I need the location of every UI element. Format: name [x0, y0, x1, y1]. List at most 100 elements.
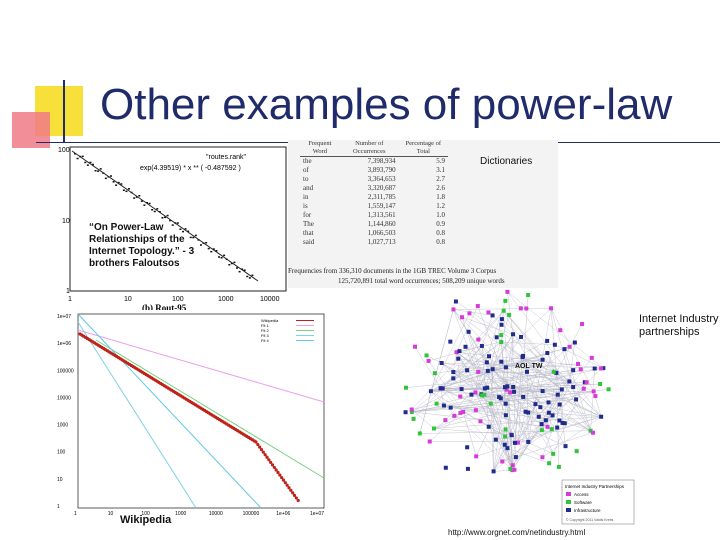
topology-point	[135, 196, 138, 198]
topology-point	[179, 228, 182, 230]
dict-row: for 1,313,561 1.0	[300, 211, 448, 220]
wikipedia-point	[270, 463, 275, 467]
network-label: Internet Industry partnerships	[639, 313, 719, 338]
topology-point	[84, 161, 87, 164]
network-node	[490, 313, 495, 318]
network-node	[482, 386, 487, 391]
network-node	[581, 386, 586, 391]
wikipedia-ytick: 1e+06	[57, 341, 71, 347]
network-edge	[411, 409, 435, 429]
network-node	[536, 414, 541, 419]
network-edge	[492, 369, 494, 472]
network-edge	[462, 334, 514, 413]
network-node	[505, 446, 510, 451]
wikipedia-ytick: 1e+07	[57, 314, 71, 320]
network-node	[484, 360, 489, 365]
wikipedia-legend-entry: Fit 3	[261, 333, 270, 338]
network-edge	[481, 395, 591, 431]
topology-point	[125, 190, 128, 193]
network-node	[451, 376, 456, 381]
wikipedia-ytick: 10000	[57, 395, 71, 401]
network-graph-svg: AOL TW Internet Industry Partnerships Ac…	[403, 289, 635, 525]
network-node	[473, 390, 478, 395]
network-edge	[481, 336, 522, 395]
dict-percent: 0.8	[436, 229, 445, 237]
topology-point	[138, 195, 141, 197]
network-node	[427, 439, 432, 444]
network-edge	[475, 300, 506, 393]
network-node	[469, 392, 474, 397]
topology-point	[169, 219, 172, 222]
topology-point	[153, 210, 156, 213]
topology-point	[236, 267, 238, 269]
network-node	[485, 385, 490, 390]
network-node	[443, 465, 448, 470]
network-edge	[526, 371, 529, 442]
topology-ytick: 10	[62, 218, 70, 225]
wikipedia-point	[256, 442, 260, 447]
network-node	[559, 387, 564, 392]
network-node	[503, 427, 508, 432]
network-edge	[542, 416, 602, 458]
network-edge	[456, 352, 541, 408]
network-node	[452, 413, 457, 418]
topology-point	[161, 217, 164, 219]
network-node	[502, 385, 507, 390]
network-edge	[503, 310, 574, 388]
network-node	[434, 401, 439, 406]
wikipedia-plot-svg: 1e+07 1e+06 100000 10000 1000 100 10 1 1 10 100 10…	[57, 313, 325, 517]
topology-point	[99, 168, 102, 170]
network-node	[431, 426, 436, 431]
network-edge	[440, 388, 506, 416]
network-edge	[513, 391, 517, 458]
network-edge	[493, 372, 557, 472]
dict-count: 3,364,653	[367, 175, 396, 183]
network-node	[509, 433, 514, 438]
network-node	[547, 461, 552, 466]
network-node	[409, 407, 414, 412]
network-node	[467, 311, 472, 316]
topology-plot: 100 10 1 1 10 100 1000 10000 "routes.ran…	[58, 143, 288, 305]
topology-annotation: “On Power-Law Relationships of the Inter…	[89, 222, 195, 269]
wikipedia-fit2-line	[95, 339, 325, 479]
dict-word: to	[303, 175, 309, 183]
topology-point	[104, 177, 107, 180]
topology-point	[182, 230, 184, 233]
network-node	[409, 409, 414, 414]
network-edge	[512, 356, 523, 466]
network-node	[499, 359, 504, 364]
network-edge	[453, 309, 507, 390]
network-edge	[440, 369, 574, 389]
dict-percent: 0.8	[436, 238, 445, 246]
network-node	[599, 366, 604, 371]
wikipedia-ytick: 100	[57, 450, 66, 456]
network-node	[473, 408, 478, 413]
network-node	[518, 306, 523, 311]
network-edge	[481, 345, 507, 368]
dict-count: 1,144,860	[367, 220, 396, 228]
network-node	[508, 390, 513, 395]
network-node	[589, 355, 594, 360]
wikipedia-xtick: 10	[108, 511, 114, 517]
wikipedia-fit1-line	[77, 329, 325, 403]
topology-point	[187, 230, 190, 233]
wikipedia-xtick: 1000	[175, 511, 186, 517]
network-edge	[462, 411, 477, 457]
wikipedia-legend-entry: Wikipedia	[261, 318, 279, 323]
dict-word: said	[303, 238, 315, 246]
topology-point	[223, 254, 226, 257]
network-node	[432, 371, 437, 376]
dict-header: Percentage of Total	[398, 140, 448, 157]
network-url[interactable]: http://www.orgnet.com/netindustry.html	[448, 528, 586, 537]
topology-point	[171, 224, 174, 226]
network-edge	[561, 389, 563, 423]
topology-point	[248, 277, 251, 279]
dict-row: is 1,559,147 1.2	[300, 202, 448, 211]
network-edge	[469, 313, 562, 390]
network-node	[584, 380, 589, 385]
network-node	[461, 409, 466, 414]
network-node	[465, 368, 470, 373]
network-edge	[503, 310, 557, 374]
network-node	[465, 445, 470, 450]
network-edge	[501, 341, 562, 390]
